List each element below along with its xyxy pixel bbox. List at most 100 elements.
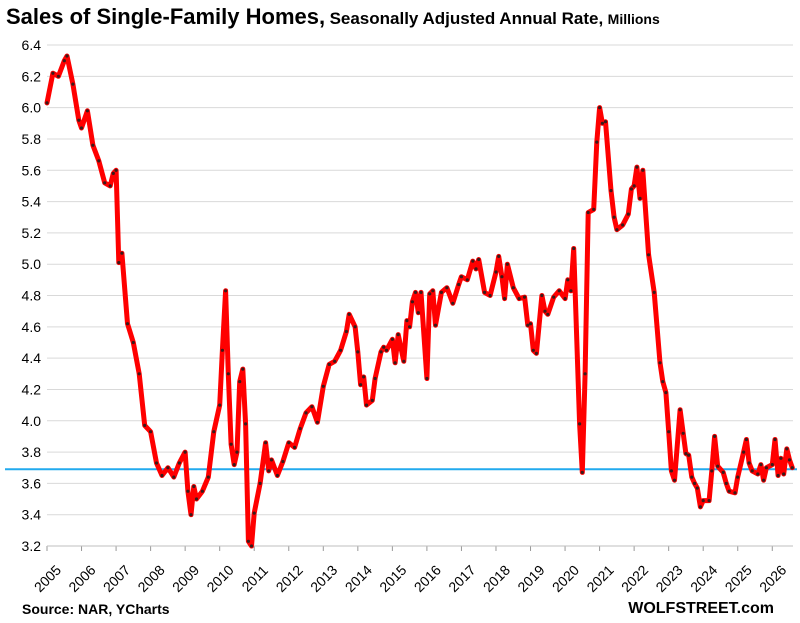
data-point [172, 475, 176, 479]
data-point [224, 289, 228, 293]
x-tick-label: 2023 [652, 562, 685, 595]
data-point [384, 348, 389, 352]
data-point [790, 466, 794, 470]
data-point [267, 469, 271, 473]
data-point [114, 168, 118, 172]
x-tick-label: 2009 [169, 562, 202, 595]
data-point [678, 408, 682, 412]
data-point [497, 254, 501, 258]
data-point [572, 246, 576, 251]
data-point [733, 491, 737, 495]
data-point [428, 292, 432, 296]
data-point [641, 168, 645, 172]
data-point [298, 427, 302, 431]
data-point [356, 350, 360, 354]
data-point [543, 309, 547, 313]
data-point [690, 475, 694, 479]
data-point [51, 71, 55, 75]
data-point [626, 212, 630, 216]
data-point [523, 295, 527, 299]
data-point [684, 452, 688, 456]
y-tick-label: 3.2 [22, 538, 42, 554]
data-point [220, 348, 224, 352]
data-point [370, 398, 374, 402]
data-point [500, 275, 504, 279]
data-point [232, 463, 236, 467]
data-point [687, 453, 691, 457]
y-tick-label: 6.0 [22, 100, 42, 116]
data-point [238, 380, 242, 384]
series-markers [45, 54, 794, 548]
data-point [759, 463, 763, 467]
data-point [782, 472, 786, 476]
data-point [62, 59, 66, 63]
data-point [85, 109, 89, 113]
data-point [431, 289, 435, 293]
data-point [396, 333, 400, 337]
data-point [137, 372, 141, 376]
data-point [264, 441, 268, 445]
data-point [125, 322, 130, 326]
data-point [77, 118, 81, 122]
data-point [707, 499, 711, 503]
data-point [56, 74, 61, 78]
data-point [632, 184, 636, 188]
data-point [693, 481, 697, 485]
data-point [333, 359, 337, 363]
data-point [183, 450, 187, 454]
data-point [269, 458, 274, 462]
data-point [661, 380, 665, 384]
data-point [647, 253, 651, 257]
data-point [727, 489, 731, 493]
data-point [583, 372, 587, 376]
data-point [149, 430, 153, 434]
x-tick-label: 2026 [756, 562, 789, 595]
data-point [488, 293, 492, 298]
x-tick-label: 2016 [411, 562, 444, 595]
data-point [310, 405, 314, 409]
x-tick-label: 2013 [307, 562, 340, 595]
y-tick-label: 4.0 [22, 413, 42, 429]
data-point [143, 423, 147, 427]
data-point [408, 325, 412, 329]
data-point [603, 120, 608, 124]
data-point [609, 189, 613, 193]
data-point [701, 499, 705, 503]
data-point [327, 362, 331, 366]
data-point [736, 475, 740, 479]
data-point [177, 461, 181, 465]
data-point [716, 464, 720, 468]
data-point [503, 297, 507, 301]
data-point [578, 422, 582, 426]
data-point [249, 544, 254, 548]
y-tick-label: 3.4 [22, 507, 42, 523]
data-point [433, 323, 438, 327]
line-chart: 3.2 3.4 3.6 3.8 4.0 4.2 4.4 4.6 4.8 5.0 5.2 5.4 5.6 5… [5, 37, 797, 595]
data-point [382, 345, 386, 349]
data-point [600, 121, 605, 125]
data-point [664, 391, 668, 395]
data-point [669, 469, 674, 473]
x-tick-label: 2015 [376, 562, 409, 595]
data-point [410, 300, 414, 304]
data-point [439, 290, 443, 294]
data-point [192, 484, 196, 489]
data-point [353, 325, 357, 329]
data-point [97, 159, 101, 163]
data-point [762, 478, 766, 482]
data-point [528, 322, 533, 326]
data-point [206, 475, 210, 479]
data-point [275, 473, 279, 478]
x-tick-label: 2020 [549, 562, 582, 595]
chart-title: Sales of Single-Family Homes, Seasonally… [6, 4, 660, 30]
x-tick-label: 2005 [31, 562, 64, 595]
x-tick-label: 2008 [134, 562, 167, 595]
data-point [477, 257, 481, 262]
data-point [747, 461, 751, 465]
data-point [511, 286, 515, 290]
data-point [526, 323, 530, 327]
data-point [776, 473, 780, 478]
data-point [405, 319, 409, 323]
x-tick-label: 2010 [203, 562, 236, 595]
data-point [393, 361, 397, 365]
